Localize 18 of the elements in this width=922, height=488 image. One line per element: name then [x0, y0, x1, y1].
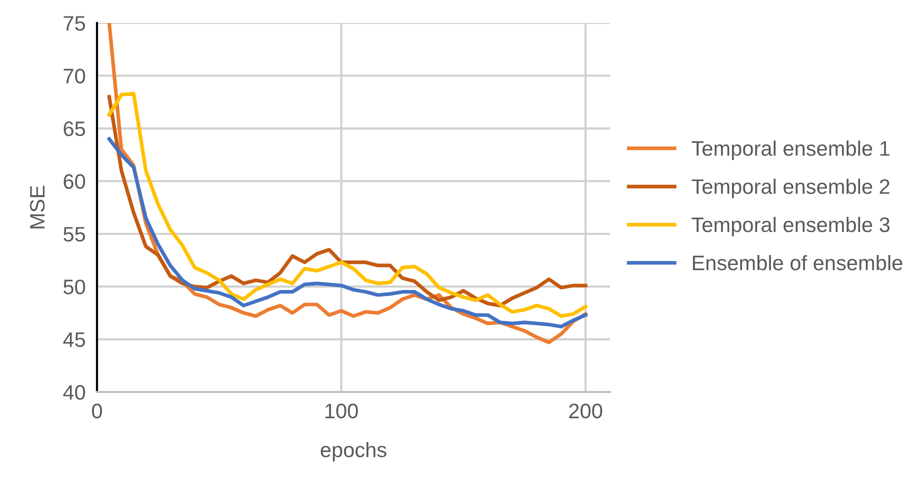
- y-axis-title: MSE: [30, 186, 45, 228]
- y-tick-label: 65: [64, 121, 86, 136]
- legend-label: Ensemble of ensemble: [692, 255, 902, 270]
- x-tick-label: 100: [325, 404, 358, 418]
- y-tick-label: 70: [64, 68, 86, 84]
- y-tick-label: 60: [64, 174, 86, 189]
- x-axis-title: epochs: [320, 442, 386, 462]
- y-tick-label: 45: [63, 332, 86, 348]
- x-tick-label: 200: [569, 404, 602, 418]
- legend-label: Temporal ensemble 1: [692, 140, 890, 160]
- y-tick-label: 40: [63, 385, 86, 400]
- legend-label: Temporal ensemble 2: [692, 178, 890, 198]
- legend-label: Temporal ensemble 3: [692, 216, 890, 236]
- x-tick-label: 0: [92, 404, 102, 418]
- y-tick-label: 75: [64, 16, 86, 31]
- y-tick-label: 50: [64, 280, 86, 294]
- y-tick-label: 55: [64, 227, 86, 242]
- line-series: [107, 137, 588, 328]
